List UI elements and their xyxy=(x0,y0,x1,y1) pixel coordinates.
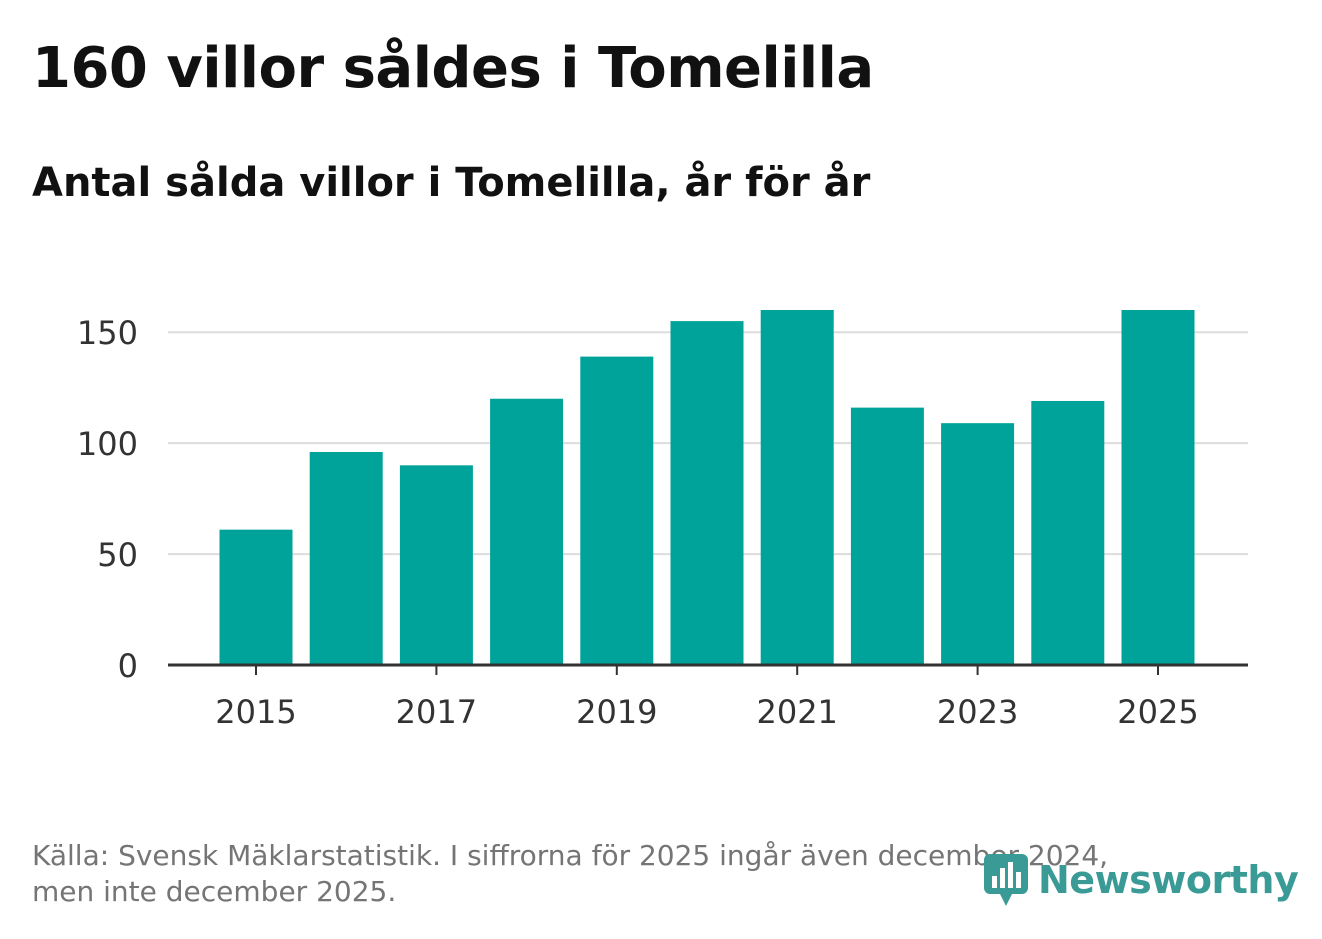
bar-2019 xyxy=(580,356,654,665)
chart-title: 160 villor såldes i Tomelilla xyxy=(32,36,874,101)
source-note: Källa: Svensk Mäklarstatistik. I siffror… xyxy=(32,838,1222,910)
y-tick-label: 50 xyxy=(97,536,138,574)
axes: 0 50 100 150 2015 2017 2019 2021 2023 2025 xyxy=(77,314,1248,731)
bar-2020 xyxy=(670,321,744,665)
x-tick-label: 2023 xyxy=(937,693,1018,731)
bar-chart: 0 50 100 150 2015 2017 2019 2021 2023 2025 xyxy=(77,310,1248,731)
x-tick-label: 2019 xyxy=(576,693,657,731)
x-tick-label: 2015 xyxy=(215,693,296,731)
newsworthy-logo[interactable]: Newsworthy xyxy=(982,850,1299,910)
bar-2021 xyxy=(760,310,834,665)
x-tick-label: 2021 xyxy=(756,693,837,731)
bar-2022 xyxy=(850,407,924,665)
bars xyxy=(219,310,1195,665)
bar-2023 xyxy=(941,423,1015,665)
x-tick-label: 2025 xyxy=(1117,693,1198,731)
bar-2016 xyxy=(309,452,383,665)
bar-2024 xyxy=(1031,400,1105,665)
newsworthy-logo-icon xyxy=(984,854,1028,906)
source-line-1: Källa: Svensk Mäklarstatistik. I siffror… xyxy=(32,839,1109,872)
x-tick-label: 2017 xyxy=(396,693,477,731)
y-tick-label: 100 xyxy=(77,425,138,463)
bar-2025 xyxy=(1121,310,1195,665)
bar-2018 xyxy=(490,398,564,665)
source-line-2: men inte december 2025. xyxy=(32,875,397,908)
y-tick-label: 150 xyxy=(77,314,138,352)
chart-subtitle: Antal sålda villor i Tomelilla, år för å… xyxy=(32,160,871,206)
bar-2017 xyxy=(399,465,473,665)
brand-name: Newsworthy xyxy=(1038,858,1299,902)
bar-2015 xyxy=(219,529,293,665)
y-tick-label: 0 xyxy=(118,647,138,685)
